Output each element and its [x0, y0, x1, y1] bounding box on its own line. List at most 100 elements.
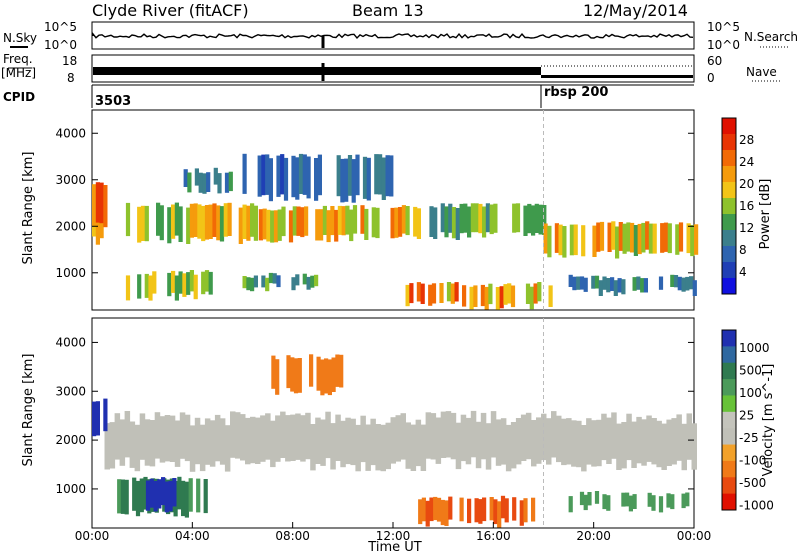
ground-scatter-cell — [340, 420, 346, 468]
nave-tick-lo: 0 — [707, 71, 715, 85]
scatter-cell — [525, 283, 531, 304]
scatter-cell — [171, 270, 176, 293]
ground-scatter-cell — [184, 414, 191, 462]
scatter-cell — [690, 225, 695, 257]
scatter-cell — [286, 355, 291, 389]
ground-scatter-cell — [505, 424, 512, 472]
ground-scatter-cell — [671, 418, 677, 465]
ground-scatter-cell — [260, 415, 266, 462]
ground-scatter-cell — [410, 424, 417, 471]
ground-scatter-cell — [139, 413, 146, 460]
scatter-cell — [302, 273, 307, 285]
scatter-cell — [281, 206, 286, 237]
scatter-cell — [448, 203, 453, 233]
power-panel: 1000 2000 3000 4000 Slant Range [km] 4 8 12 16… — [21, 109, 773, 311]
ground-scatter-cell — [355, 424, 361, 472]
scatter-cell — [572, 276, 577, 291]
scatter-cell — [201, 271, 206, 295]
scatter-cell — [295, 274, 300, 286]
scatter-cell — [334, 209, 339, 242]
scatter-cell — [335, 354, 340, 387]
scatter-cell — [183, 169, 188, 187]
velocity-colorbar-tick: -500 — [739, 476, 766, 490]
scatter-cell — [275, 359, 280, 395]
scatter-cell — [223, 203, 228, 237]
velocity-colorbar-swatch — [722, 346, 736, 364]
scatter-cell — [375, 207, 380, 239]
scatter-cell — [172, 478, 177, 507]
ground-scatter-cell — [460, 414, 467, 462]
scatter-cell — [217, 173, 222, 194]
ground-scatter-cell — [199, 424, 206, 472]
scatter-cell — [658, 496, 664, 513]
power-colorbar-tick: 28 — [739, 133, 754, 147]
scatter-cell — [171, 204, 176, 239]
scatter-cell — [306, 156, 311, 199]
scatter-cell — [685, 276, 690, 291]
scatter-cell — [362, 156, 368, 199]
velocity-colorbar-tick: 500 — [739, 364, 762, 378]
x-tick-label: 00:00 — [75, 529, 110, 543]
scatter-cell — [250, 277, 255, 292]
scatter-cell — [641, 222, 646, 253]
power-colorbar-tick: 8 — [739, 243, 747, 257]
scatter-cell — [168, 480, 173, 512]
ground-scatter-cell — [270, 420, 276, 468]
ground-scatter-cell — [490, 411, 497, 458]
scatter-cell — [261, 154, 266, 196]
scatter-cell — [394, 207, 399, 238]
ground-scatter-cell — [169, 415, 176, 462]
scatter-cell — [613, 280, 618, 296]
power-colorbar-swatch — [722, 214, 736, 231]
scatter-cell — [429, 206, 434, 237]
power-colorbar-tick: 16 — [739, 199, 754, 213]
scatter-cell — [181, 480, 186, 517]
ground-scatter-cell — [470, 410, 477, 458]
scatter-cell — [125, 202, 131, 237]
ground-scatter-cell — [224, 425, 231, 472]
x-tick-label: 00:00 — [677, 529, 712, 543]
scatter-cell — [314, 274, 319, 287]
ground-scatter-cell — [275, 415, 281, 462]
scatter-cell — [337, 205, 342, 235]
x-tick-label: 20:00 — [576, 529, 611, 543]
ground-scatter-cell — [606, 417, 612, 464]
power-colorbar-tick: 20 — [739, 177, 754, 191]
scatter-cell — [692, 280, 697, 296]
scatter-cell — [213, 167, 218, 185]
scatter-cell — [633, 225, 638, 256]
ground-scatter-cell — [576, 420, 582, 468]
scatter-cell — [531, 497, 536, 522]
ground-scatter-cell — [255, 417, 261, 464]
scatter-cell — [186, 272, 191, 295]
ground-scatter-cell — [646, 415, 652, 462]
scatter-cell — [320, 359, 325, 396]
scatter-cell — [573, 224, 578, 256]
scatter-cell — [444, 500, 449, 526]
velocity-colorbar-label: Velocity [m s^-1] — [761, 364, 776, 477]
scatter-cell — [351, 159, 356, 203]
beam-title: Beam 13 — [352, 1, 424, 20]
y-tick-label: 3000 — [55, 173, 86, 187]
scatter-cell — [167, 207, 172, 244]
scatter-cell — [433, 496, 438, 521]
scatter-cell — [538, 204, 543, 235]
ground-scatter-cell — [510, 422, 517, 469]
power-colorbar-swatch — [722, 166, 736, 183]
velocity-colorbar-swatch — [722, 428, 736, 446]
ground-scatter-cell — [666, 419, 672, 466]
scatter-cell — [339, 354, 344, 388]
scatter-cell — [569, 224, 574, 256]
nsearch-tick-lo: 10^0 — [707, 38, 740, 52]
scatter-cell — [306, 276, 311, 290]
scatter-cell — [652, 223, 657, 254]
scatter-cell — [617, 278, 622, 293]
ground-scatter-cell — [134, 424, 141, 472]
power-colorbar: 4 8 12 16 20 24 28 — [721, 117, 754, 295]
scatter-cell — [149, 478, 154, 508]
ground-scatter-cell — [245, 417, 251, 465]
scatter-cell — [345, 205, 350, 235]
ground-scatter-cell — [631, 421, 637, 468]
ground-scatter-cell — [425, 412, 432, 459]
scatter-cell — [663, 222, 669, 252]
